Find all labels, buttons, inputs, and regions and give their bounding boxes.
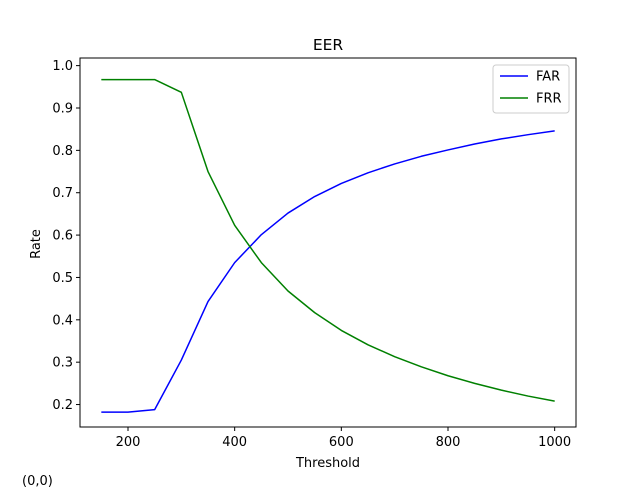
y-tick-label: 0.2 bbox=[52, 398, 73, 413]
y-tick-label: 0.6 bbox=[52, 229, 73, 244]
y-tick-label: 1.0 bbox=[52, 59, 73, 74]
series-far bbox=[101, 131, 555, 413]
x-axis-label: Threshold bbox=[295, 456, 360, 471]
x-tick-label: 600 bbox=[329, 435, 354, 450]
legend-label-far: FAR bbox=[536, 70, 560, 85]
y-tick-label: 0.5 bbox=[52, 271, 73, 286]
y-tick-label: 0.4 bbox=[52, 313, 73, 328]
x-tick-label: 200 bbox=[116, 435, 141, 450]
x-tick-label: 400 bbox=[222, 435, 247, 450]
series-layer bbox=[101, 80, 555, 413]
x-tick-label: 1000 bbox=[538, 435, 571, 450]
legend: FAR FRR bbox=[493, 65, 569, 113]
frr-line bbox=[101, 80, 554, 402]
chart-title: EER bbox=[313, 36, 344, 54]
y-axis-ticks: 0.2 0.3 0.4 0.5 0.6 0.7 0.8 0.9 1.0 bbox=[52, 59, 80, 413]
far-line bbox=[101, 131, 554, 412]
coordinate-readout: (0,0) bbox=[22, 474, 53, 489]
y-tick-label: 0.8 bbox=[52, 144, 73, 159]
y-tick-label: 0.9 bbox=[52, 101, 73, 116]
y-axis-label: Rate bbox=[29, 229, 44, 259]
legend-label-frr: FRR bbox=[536, 92, 562, 107]
y-tick-label: 0.7 bbox=[52, 186, 73, 201]
x-tick-label: 800 bbox=[436, 435, 461, 450]
y-tick-label: 0.3 bbox=[52, 356, 73, 371]
series-frr bbox=[101, 80, 555, 402]
x-axis-ticks: 200 400 600 800 1000 bbox=[116, 427, 572, 450]
